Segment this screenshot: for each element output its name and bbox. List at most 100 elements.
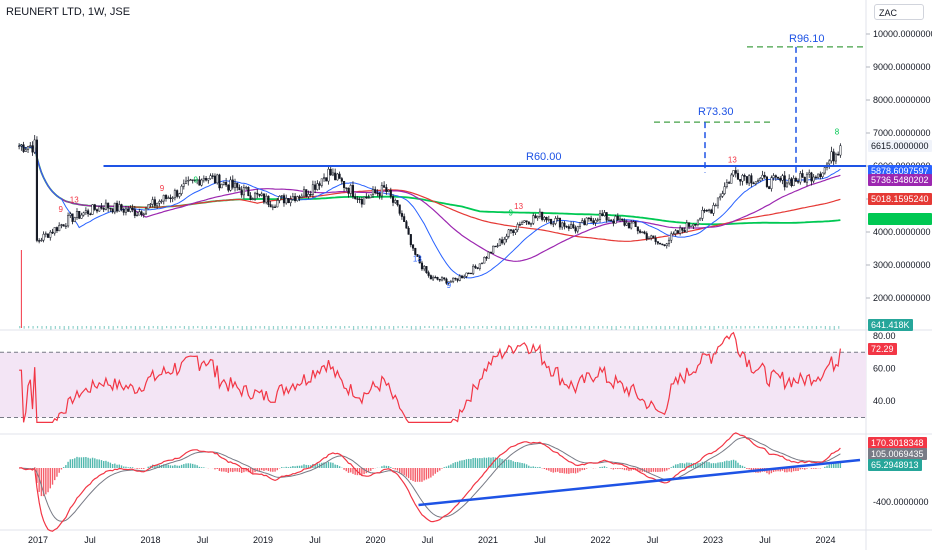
macd-hist-bar: [830, 462, 833, 468]
macd-hist-bar: [792, 468, 795, 472]
currency-selector[interactable]: ZAC: [874, 4, 924, 20]
candle-body: [618, 218, 622, 221]
candle-body: [543, 217, 546, 220]
candle-body: [828, 160, 831, 165]
candle-body: [113, 202, 116, 213]
volume-bar: [361, 326, 364, 329]
macd-hist-bar: [443, 467, 445, 468]
volume-bar: [143, 326, 145, 329]
macd-hist-bar: [107, 461, 109, 468]
candle-body: [276, 200, 279, 208]
candle-body: [736, 173, 740, 180]
macd-hist-bar: [703, 461, 706, 468]
macd-hist-bar: [679, 463, 681, 468]
candle-body: [679, 227, 682, 234]
macd-hist-bar: [401, 468, 403, 474]
macd-hist-bar: [732, 459, 735, 468]
candle-body: [541, 211, 544, 220]
volume-bar: [775, 326, 778, 329]
candle-body: [756, 180, 760, 182]
candle-body: [790, 178, 793, 187]
macd-hist-bar: [839, 462, 842, 468]
candle-body: [781, 175, 784, 181]
candle-body: [238, 187, 241, 191]
candle-body: [432, 276, 435, 280]
volume-bar: [695, 326, 697, 330]
candle-body: [403, 216, 406, 222]
volume-bar: [352, 326, 355, 330]
macd-hist-bar: [140, 468, 143, 469]
macd-hist-bar: [303, 464, 305, 468]
macd-hist-bar: [510, 460, 512, 468]
macd-hist-bar: [309, 465, 312, 468]
candle-body: [122, 209, 125, 213]
candle-body: [129, 207, 132, 212]
macd-hist-bar: [240, 468, 243, 473]
volume-bar: [393, 326, 395, 330]
candle-body: [26, 146, 30, 150]
candle-body: [699, 218, 702, 221]
volume-bar: [36, 326, 39, 329]
candle-body: [242, 187, 245, 196]
volume-bar: [611, 326, 613, 330]
macd-hist-bar: [42, 468, 45, 497]
macd-hist-bar: [71, 459, 74, 468]
candle-body: [269, 204, 272, 208]
candle-body: [285, 198, 288, 204]
volume-bar: [348, 326, 350, 329]
macd-hist-bar: [163, 464, 165, 468]
volume-bar: [335, 326, 337, 329]
macd-hist-bar: [728, 460, 730, 468]
macd-hist-bar: [296, 465, 299, 468]
macd-hist-bar: [619, 468, 621, 470]
candle-body: [58, 225, 61, 232]
volume-bar: [214, 326, 217, 329]
candle-body: [398, 204, 401, 214]
macd-hist-bar: [45, 468, 47, 495]
candle-body: [701, 209, 704, 219]
macd-hist-bar: [114, 463, 116, 468]
candle-body: [576, 226, 579, 232]
volume-bar: [45, 326, 48, 329]
candle-body: [376, 192, 379, 195]
candle-body: [509, 229, 513, 231]
macd-hist-bar: [514, 461, 517, 468]
volume-bar: [673, 326, 675, 329]
candle-body: [719, 196, 722, 199]
candle-body: [527, 221, 530, 225]
macd-hist-bar: [617, 468, 619, 470]
candle-body: [603, 212, 606, 216]
price-axis-label: 2000.0000000: [873, 293, 931, 303]
sma-50-line: [18, 144, 841, 262]
candle-body: [799, 173, 802, 183]
macd-hist-bar: [557, 468, 559, 472]
candle-body: [777, 176, 780, 179]
time-axis-label: 2022: [591, 535, 611, 545]
macd-hist-bar: [330, 462, 332, 468]
candle-body: [476, 267, 479, 269]
candle-body: [725, 182, 728, 187]
candle-body: [792, 177, 795, 187]
macd-line: [19, 432, 841, 532]
candle-body: [485, 257, 488, 259]
candle-body: [743, 175, 746, 177]
candle-body: [445, 278, 448, 284]
volume-bar: [771, 326, 773, 329]
macd-hist-bar: [666, 468, 668, 471]
candle-body: [22, 144, 25, 152]
macd-hist-bar: [111, 464, 114, 468]
macd-hist-bar: [174, 464, 176, 468]
macd-hist-bar: [465, 459, 468, 468]
macd-hist-bar: [661, 468, 664, 472]
macd-hist-bar: [100, 460, 103, 468]
macd-hist-bar: [643, 468, 646, 472]
candle-body: [251, 198, 254, 200]
volume-bar: [548, 326, 551, 330]
macd-hist-bar: [672, 465, 675, 468]
volume-bar: [646, 326, 648, 329]
candle-body: [35, 139, 38, 241]
candle-body: [64, 225, 67, 227]
volume-bar: [575, 326, 577, 329]
macd-hist-bar: [394, 468, 396, 470]
volume-bar: [125, 326, 128, 329]
